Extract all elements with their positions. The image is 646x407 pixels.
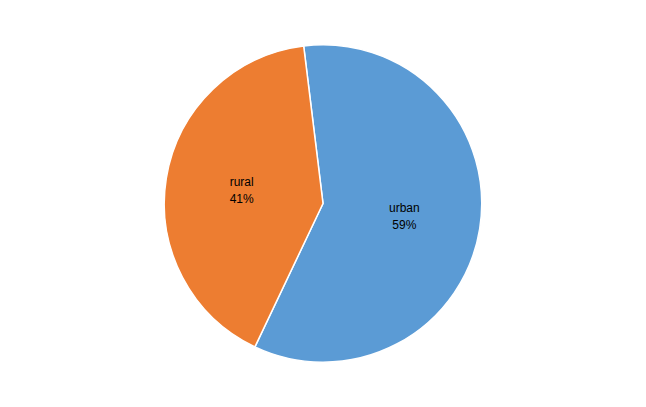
svg-text:urban: urban [389,201,420,215]
svg-text:rural: rural [230,175,254,189]
svg-text:59%: 59% [392,218,416,232]
svg-text:41%: 41% [230,192,254,206]
